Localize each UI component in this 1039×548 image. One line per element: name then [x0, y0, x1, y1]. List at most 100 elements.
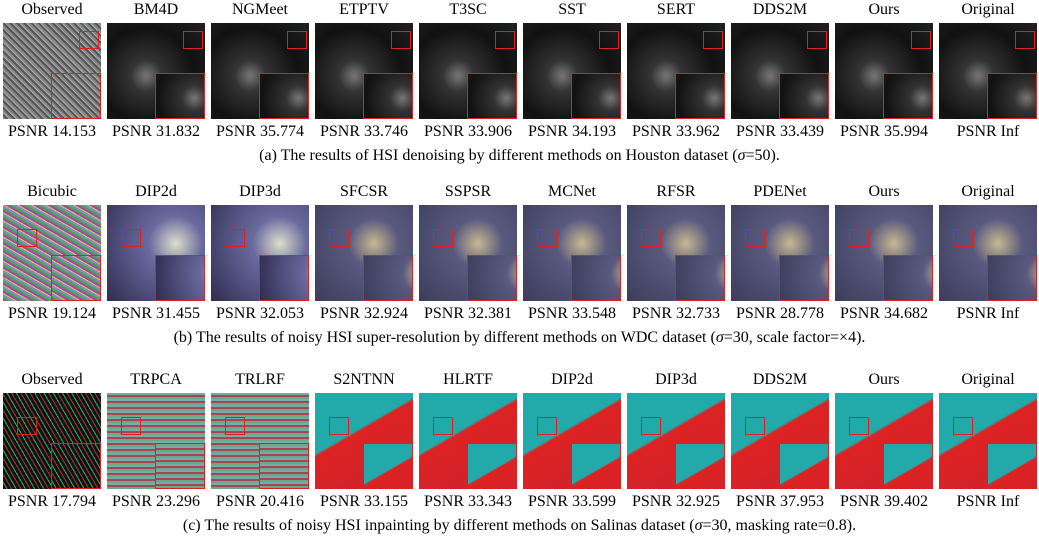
psnr-label: PSNR 35.994 — [834, 122, 934, 142]
result-image — [627, 205, 725, 301]
psnr-label: PSNR 32.924 — [314, 304, 414, 324]
result-image — [939, 205, 1037, 301]
zoom-inset — [155, 73, 205, 119]
method-label: SFCSR — [314, 182, 414, 202]
psnr-label: PSNR Inf — [938, 492, 1038, 512]
zoom-inset — [363, 255, 413, 301]
zoom-region — [807, 31, 827, 49]
zoom-region — [703, 31, 723, 49]
method-label: Ours — [834, 0, 934, 20]
result-image — [835, 393, 933, 489]
zoom-inset — [883, 255, 933, 301]
result-image — [627, 23, 725, 119]
method-label: T3SC — [418, 0, 518, 20]
result-image — [107, 205, 205, 301]
zoom-region — [329, 229, 349, 247]
zoom-inset — [51, 443, 101, 489]
zoom-region — [953, 229, 973, 247]
method-label: Original — [938, 182, 1038, 202]
result-image — [315, 23, 413, 119]
zoom-region — [641, 417, 661, 435]
method-label: DIP2d — [522, 370, 622, 390]
zoom-region — [641, 229, 661, 247]
zoom-inset — [467, 443, 517, 489]
zoom-region — [599, 31, 619, 49]
zoom-region — [287, 31, 307, 49]
zoom-inset — [51, 255, 101, 301]
method-label: S2NTNN — [314, 370, 414, 390]
zoom-inset — [779, 255, 829, 301]
caption: (b) The results of noisy HSI super-resol… — [0, 328, 1039, 348]
zoom-region — [849, 417, 869, 435]
result-image — [627, 393, 725, 489]
zoom-inset — [51, 73, 101, 119]
method-label: Bicubic — [2, 182, 102, 202]
method-label: DIP3d — [626, 370, 726, 390]
psnr-label: PSNR 33.439 — [730, 122, 830, 142]
zoom-inset — [779, 443, 829, 489]
result-image — [419, 23, 517, 119]
zoom-inset — [363, 443, 413, 489]
zoom-region — [329, 417, 349, 435]
method-label: HLRTF — [418, 370, 518, 390]
zoom-inset — [467, 255, 517, 301]
result-image — [211, 23, 309, 119]
psnr-label: PSNR 32.053 — [210, 304, 310, 324]
zoom-region — [745, 417, 765, 435]
zoom-inset — [987, 73, 1037, 119]
psnr-label: PSNR 31.455 — [106, 304, 206, 324]
result-image — [731, 393, 829, 489]
result-image — [419, 205, 517, 301]
method-label: BM4D — [106, 0, 206, 20]
method-label: DDS2M — [730, 370, 830, 390]
zoom-inset — [779, 73, 829, 119]
zoom-region — [537, 229, 557, 247]
method-label: TRLRF — [210, 370, 310, 390]
zoom-region — [17, 229, 37, 247]
psnr-label: PSNR 33.548 — [522, 304, 622, 324]
psnr-label: PSNR 34.682 — [834, 304, 934, 324]
zoom-inset — [883, 73, 933, 119]
method-label: MCNet — [522, 182, 622, 202]
result-image — [3, 393, 101, 489]
psnr-label: PSNR 33.155 — [314, 492, 414, 512]
method-label: Observed — [2, 370, 102, 390]
zoom-region — [17, 417, 37, 435]
caption-text: =30, masking rate=0.8). — [703, 517, 857, 534]
psnr-label: PSNR 23.296 — [106, 492, 206, 512]
method-label: SSPSR — [418, 182, 518, 202]
caption-text: (a) The results of HSI denoising by diff… — [259, 147, 737, 164]
zoom-region — [495, 31, 515, 49]
result-image — [3, 205, 101, 301]
zoom-inset — [467, 73, 517, 119]
method-label: DDS2M — [730, 0, 830, 20]
zoom-inset — [675, 73, 725, 119]
result-image — [939, 23, 1037, 119]
caption-text: (c) The results of noisy HSI inpainting … — [183, 517, 695, 534]
zoom-inset — [675, 255, 725, 301]
psnr-label: PSNR 35.774 — [210, 122, 310, 142]
caption-text: =30, scale factor=×4). — [724, 329, 866, 346]
zoom-inset — [155, 443, 205, 489]
psnr-label: PSNR 32.381 — [418, 304, 518, 324]
result-image — [731, 205, 829, 301]
psnr-label: PSNR Inf — [938, 304, 1038, 324]
zoom-region — [1015, 31, 1035, 49]
zoom-region — [225, 229, 245, 247]
result-image — [3, 23, 101, 119]
method-label: DIP2d — [106, 182, 206, 202]
result-image — [315, 393, 413, 489]
method-label: ETPTV — [314, 0, 414, 20]
zoom-region — [121, 229, 141, 247]
result-image — [731, 23, 829, 119]
psnr-label: PSNR Inf — [938, 122, 1038, 142]
result-image — [835, 23, 933, 119]
result-image — [523, 23, 621, 119]
zoom-region — [745, 229, 765, 247]
result-image — [211, 393, 309, 489]
method-label: Observed — [2, 0, 102, 20]
psnr-label: PSNR 14.153 — [2, 122, 102, 142]
method-label: Original — [938, 370, 1038, 390]
psnr-label: PSNR 17.794 — [2, 492, 102, 512]
result-image — [211, 205, 309, 301]
